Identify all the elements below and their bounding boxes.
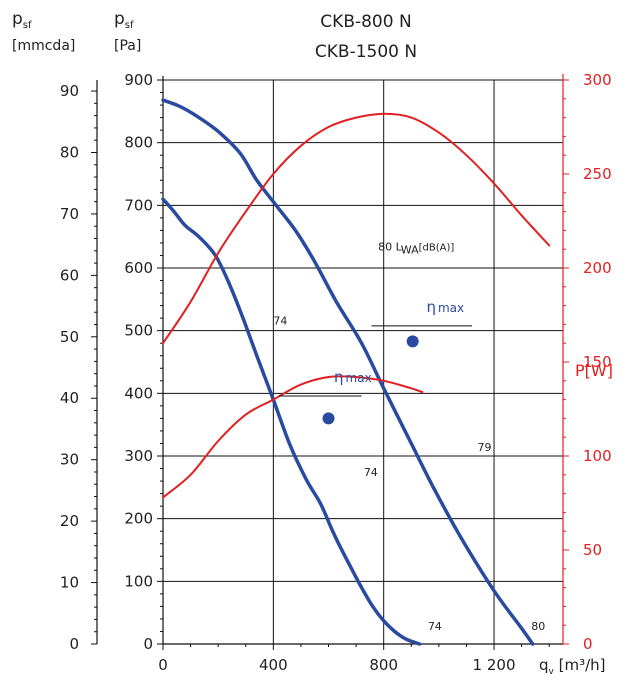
- annotations: η max η max 74 74 74 80 79 80 LWA[dB(A)]: [273, 240, 545, 633]
- pa-tick-label: 300: [124, 447, 153, 465]
- series: [161, 98, 551, 646]
- pa-tick-label: 600: [124, 259, 153, 277]
- power-tick-label: 0: [583, 635, 593, 653]
- pa-tick-label: 400: [124, 384, 153, 402]
- grid: [163, 79, 563, 644]
- power-tick-label: 250: [583, 165, 612, 183]
- mmcda-tick-label: 50: [60, 328, 79, 346]
- mmcda-tick-label: 90: [60, 82, 79, 100]
- power-axis-title: P[W]: [575, 361, 613, 380]
- efficiency-label: 74: [273, 314, 287, 327]
- mmcda-axis-unit: [mmcda]: [12, 38, 75, 54]
- efficiency-label: 74: [364, 466, 378, 479]
- pa-tick-label: 700: [124, 196, 153, 214]
- power-tick-label: 300: [583, 71, 612, 89]
- pressure-curve-2: [161, 98, 535, 646]
- mmcda-tick-label: 0: [69, 635, 79, 653]
- eta-max-point-1: [322, 412, 335, 425]
- mmcda-tick-label: 20: [60, 512, 79, 530]
- chart-title-line-2: CKB-1500 N: [315, 42, 417, 62]
- x-tick-label: 1 200: [473, 656, 516, 674]
- eta-max-label-2: η max: [426, 298, 464, 316]
- mmcda-tick-label: 60: [60, 266, 79, 284]
- eta-max-point-2: [406, 335, 419, 348]
- efficiency-label: 74: [428, 620, 442, 633]
- pa-tick-label: 0: [143, 635, 153, 653]
- pa-tick-label: 200: [124, 510, 153, 528]
- mmcda-axis-title: psf: [12, 9, 32, 31]
- power-tick-label: 50: [583, 541, 602, 559]
- sound-power-label: 80 LWA[dB(A)]: [378, 240, 454, 256]
- mmcda-tick-label: 80: [60, 143, 79, 161]
- power-curve-4: [162, 112, 551, 345]
- pa-axis-unit: [Pa]: [114, 38, 141, 54]
- efficiency-label: 80: [531, 620, 545, 633]
- x-tick-label: 0: [158, 656, 168, 674]
- x-tick-label: 800: [369, 656, 398, 674]
- efficiency-label: 79: [477, 441, 491, 454]
- power-tick-label: 100: [583, 447, 612, 465]
- pa-tick-label: 900: [124, 71, 153, 89]
- mmcda-tick-label: 30: [60, 451, 79, 469]
- chart-title-line-1: CKB-800 N: [320, 12, 411, 32]
- pa-tick-label: 100: [124, 572, 153, 590]
- power-tick-label: 150: [583, 353, 612, 371]
- pa-axis-title: psf: [114, 9, 134, 31]
- eta-max-label-1: η max: [334, 368, 372, 386]
- x-tick-label: 400: [259, 656, 288, 674]
- pressure-curve-1: [161, 197, 422, 646]
- mmcda-tick-label: 10: [60, 574, 79, 592]
- pa-tick-label: 500: [124, 322, 153, 340]
- axes: 0 400 800 1 2000100200300400500600700800900…: [12, 9, 613, 677]
- power-curve-3: [162, 375, 424, 499]
- pa-tick-label: 800: [124, 134, 153, 152]
- mmcda-tick-label: 40: [60, 389, 79, 407]
- x-axis-title: qv [m³/h]: [539, 656, 606, 677]
- power-tick-label: 200: [583, 259, 612, 277]
- mmcda-tick-label: 70: [60, 205, 79, 223]
